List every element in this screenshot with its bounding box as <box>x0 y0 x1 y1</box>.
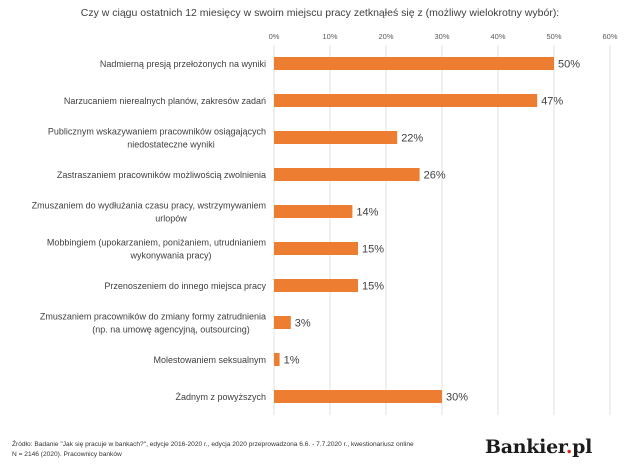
category-label-line: Mobbingiem (upokarzaniem, poniżaniem, ut… <box>47 238 266 248</box>
category-label: Żadnym z powyższych <box>175 392 266 402</box>
category-label: Zmuszaniem pracowników do zmiany formy z… <box>40 312 266 335</box>
x-tick-label: 60% <box>602 32 617 41</box>
source-line-2: N = 2146 (2020). Pracownicy banków <box>12 451 122 458</box>
x-tick-label: 30% <box>434 32 449 41</box>
data-label: 22% <box>401 133 423 145</box>
category-label: Zastraszaniem pracowników możliwością zw… <box>57 170 266 180</box>
bar <box>274 279 358 292</box>
bar <box>274 205 353 218</box>
x-tick-label: 0% <box>269 32 280 41</box>
source-note: Źródło: Badanie "Jak się pracuje w banka… <box>12 440 482 460</box>
category-label: Narzucaniem nierealnych planów, zakresów… <box>64 96 266 106</box>
chart-title: Czy w ciągu ostatnich 12 miesięcy w swoi… <box>80 7 560 19</box>
data-label: 15% <box>362 244 384 256</box>
x-tick-label: 20% <box>378 32 393 41</box>
bar <box>274 57 554 70</box>
category-label-line: Publicznym wskazywaniem pracowników osią… <box>48 127 266 137</box>
bar <box>274 316 291 329</box>
category-label: Publicznym wskazywaniem pracowników osią… <box>48 127 266 150</box>
category-label: Nadmierną presją przełożonych na wyniki <box>100 59 266 69</box>
category-label-line: Zmuszaniem do wydłużania czasu pracy, ws… <box>32 201 266 211</box>
bar <box>274 168 420 181</box>
x-tick-label: 40% <box>490 32 505 41</box>
logo-name: Bankier <box>485 436 566 458</box>
data-label: 30% <box>446 392 468 404</box>
category-label: Molestowaniem seksualnym <box>153 355 266 365</box>
category-label-line: wykonywania pracy) <box>129 251 211 261</box>
bar <box>274 94 538 107</box>
logo-dot: . <box>565 436 573 458</box>
data-label: 15% <box>362 281 384 293</box>
data-label: 14% <box>356 207 378 219</box>
category-label: Przenoszeniem do innego miejsca pracy <box>104 281 266 291</box>
data-label: 26% <box>424 170 446 182</box>
category-label-line: (np. na umowę agencyjną, outsourcing) <box>92 325 250 335</box>
bar <box>274 353 280 366</box>
data-label: 47% <box>541 96 563 108</box>
bankier-logo: Bankier.pl <box>485 436 592 458</box>
category-label-line: niedostateczne wyniki <box>127 140 215 150</box>
source-line-1: Źródło: Badanie "Jak się pracuje w banka… <box>12 441 414 448</box>
x-tick-label: 10% <box>322 32 337 41</box>
category-label-line: Zmuszaniem pracowników do zmiany formy z… <box>40 312 266 322</box>
category-label: Zmuszaniem do wydłużania czasu pracy, ws… <box>32 201 266 224</box>
bar <box>274 242 358 255</box>
data-label: 3% <box>295 318 311 330</box>
data-label: 1% <box>284 355 300 367</box>
logo-tld: pl <box>572 436 593 458</box>
bar <box>274 131 398 144</box>
category-label-line: urlopów <box>155 214 187 224</box>
data-label: 50% <box>558 59 580 71</box>
x-tick-label: 50% <box>546 32 561 41</box>
bar <box>274 390 442 403</box>
category-label: Mobbingiem (upokarzaniem, poniżaniem, ut… <box>47 238 266 261</box>
